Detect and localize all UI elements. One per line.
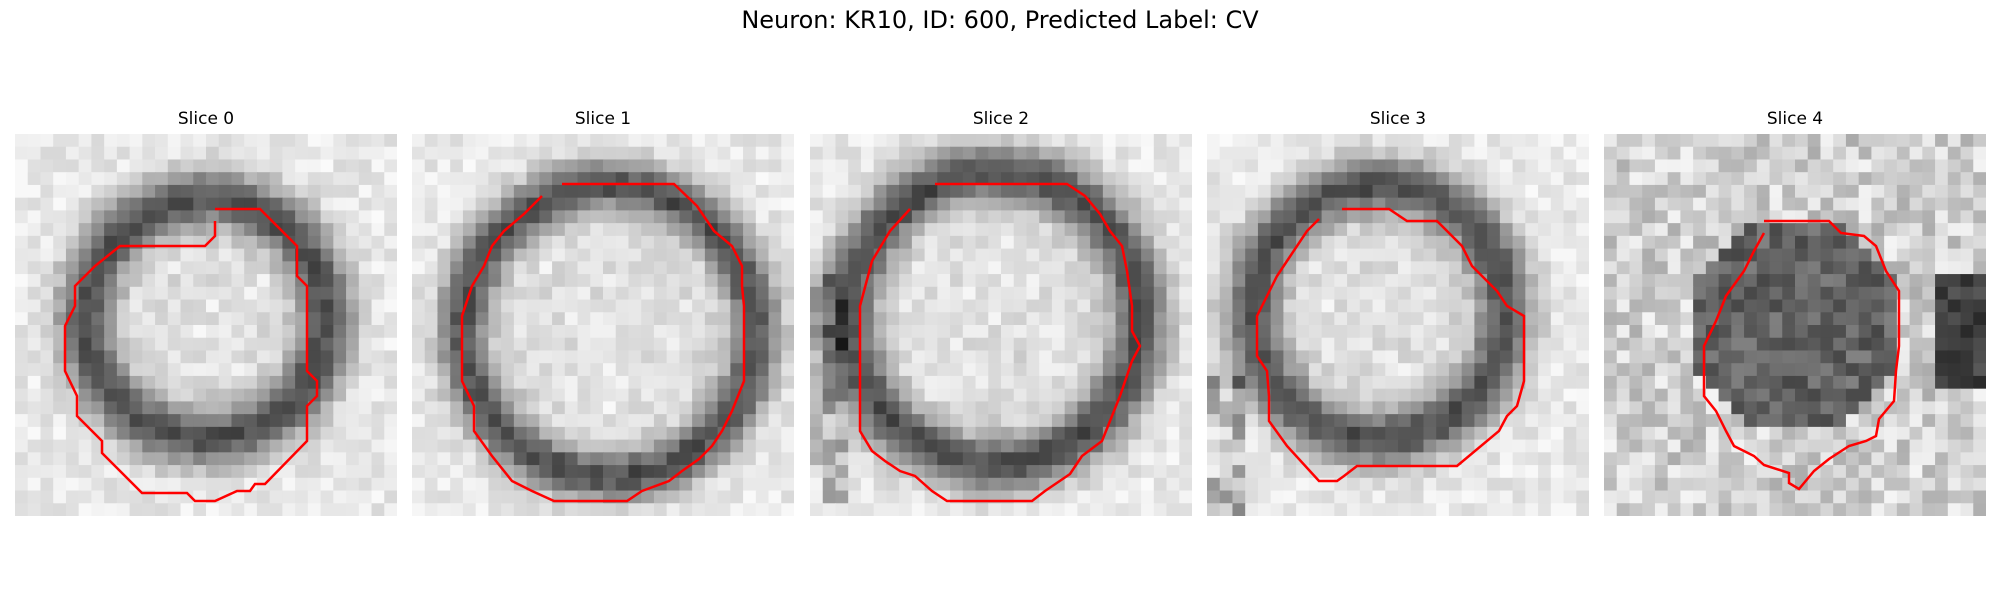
slice-1-pixels [412,134,794,516]
slice-0-pixels [15,134,397,516]
slice-3-image [1207,134,1589,516]
slice-0-image [15,134,397,516]
slice-2-pixels [810,134,1192,516]
slice-4-pixels [1604,134,1986,516]
slice-1-title: Slice 1 [412,109,794,129]
slice-3-pixels [1207,134,1589,516]
slice-1-image [412,134,794,516]
slice-4-title: Slice 4 [1604,109,1986,129]
slice-0-title: Slice 0 [15,109,397,129]
figure-title: Neuron: KR10, ID: 600, Predicted Label: … [0,6,2000,34]
slice-2-title: Slice 2 [810,109,1192,129]
slice-3-title: Slice 3 [1207,109,1589,129]
slice-2-image [810,134,1192,516]
slice-4-image [1604,134,1986,516]
